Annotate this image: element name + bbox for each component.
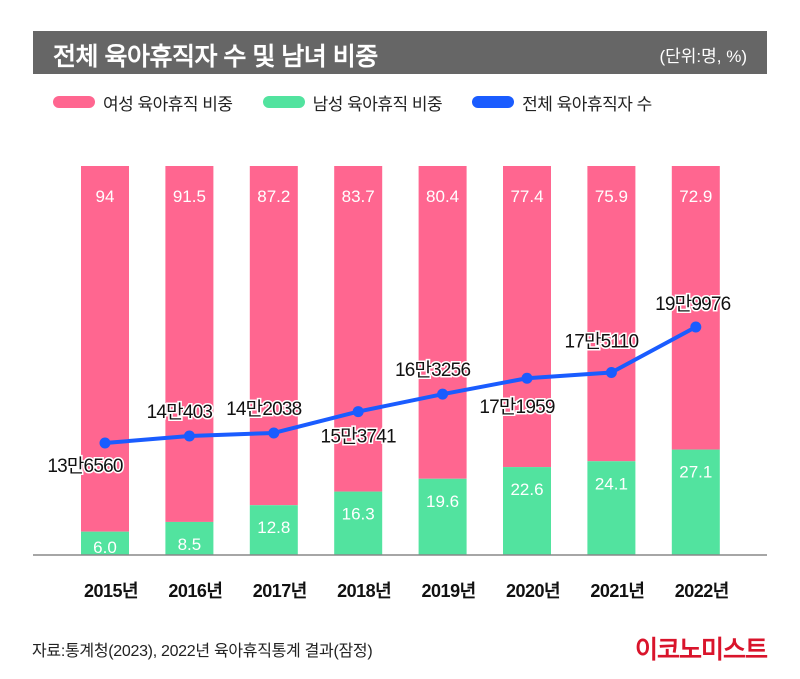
- data-label-female: 75.9: [595, 187, 628, 206]
- chart-title: 전체 육아휴직자 수 및 남녀 비중: [53, 43, 378, 71]
- brand-logo: 이코노미스트: [634, 636, 768, 664]
- data-label-male: 19.6: [426, 492, 459, 511]
- legend-item-female: 여성 육아휴직 비중: [53, 90, 233, 115]
- x-tick-label: 2015년: [84, 581, 138, 601]
- x-tick-label: 2018년: [337, 581, 391, 601]
- legend: 여성 육아휴직 비중 남성 육아휴직 비중 전체 육아휴직자 수: [53, 90, 682, 114]
- bar-male: [503, 467, 551, 555]
- x-tick-label: 2021년: [590, 581, 644, 601]
- bar-female: [334, 166, 383, 492]
- bar-male: [334, 491, 383, 555]
- data-label-total: 17만1959: [479, 396, 555, 418]
- data-label-male: 22.6: [510, 480, 543, 499]
- bar-female: [671, 166, 720, 450]
- legend-label: 남성 육아휴직 비중: [312, 94, 443, 114]
- data-label-male: 8.5: [178, 535, 202, 554]
- data-label-female: 83.7: [342, 187, 375, 206]
- x-tick-label: 2019년: [422, 581, 476, 601]
- data-label-female: 77.4: [510, 187, 543, 206]
- bar-male: [81, 531, 129, 555]
- bar-male: [165, 521, 214, 555]
- bar-female: [418, 166, 467, 479]
- bar-male: [249, 505, 298, 555]
- source-note: 자료:통계청(2023), 2022년 육아휴직통계 결과(잠정): [32, 643, 373, 660]
- line-point: [605, 366, 617, 378]
- unit-label: (단위:명, %): [659, 47, 747, 66]
- bar-male: [587, 461, 636, 555]
- line-point: [690, 321, 702, 333]
- data-label-female: 80.4: [426, 187, 459, 206]
- x-tick-label: 2017년: [253, 581, 307, 601]
- bar-male: [671, 449, 720, 555]
- data-label-total: 13만6560: [47, 455, 123, 477]
- title-bar: 전체 육아휴직자 수 및 남녀 비중 (단위:명, %): [33, 31, 767, 74]
- x-tick-label: 2022년: [675, 581, 729, 601]
- bar-female: [81, 166, 129, 532]
- data-label-total: 19만9976: [655, 293, 731, 315]
- line-point: [521, 372, 533, 384]
- data-label-total: 16만3256: [395, 359, 471, 381]
- bar-female: [165, 166, 214, 522]
- line-total: [104, 325, 697, 445]
- x-tick-label: 2020년: [506, 581, 560, 601]
- legend-swatch-female: [53, 96, 95, 108]
- data-label-female: 87.2: [257, 187, 290, 206]
- data-label-female: 91.5: [173, 187, 206, 206]
- line-point: [352, 406, 364, 418]
- bar-female: [587, 166, 636, 462]
- legend-item-male: 남성 육아휴직 비중: [262, 90, 443, 115]
- legend-swatch-male: [262, 96, 305, 108]
- data-label-total: 14만2038: [226, 398, 302, 420]
- line-point: [268, 427, 280, 439]
- data-label-total: 17만5110: [564, 330, 638, 352]
- data-label-male: 27.1: [679, 463, 712, 482]
- data-label-total: 14만403: [147, 401, 213, 423]
- data-label-total: 15만3741: [321, 426, 397, 448]
- legend-swatch-total: [472, 96, 515, 108]
- legend-label: 전체 육아휴직자 수: [522, 94, 652, 114]
- bar-female: [503, 166, 551, 468]
- data-label-male: 24.1: [595, 474, 628, 493]
- legend-item-total: 전체 육아휴직자 수: [472, 90, 652, 115]
- legend-label: 여성 육아휴직 비중: [103, 94, 233, 114]
- line-point: [99, 437, 111, 449]
- bar-male: [418, 478, 467, 555]
- data-label-male: 12.8: [257, 518, 290, 537]
- bar-female: [249, 166, 298, 506]
- data-label-female: 94: [96, 187, 115, 206]
- data-label-male: 6.0: [93, 538, 117, 557]
- data-label-female: 72.9: [679, 187, 712, 206]
- x-tick-label: 2016년: [168, 581, 222, 601]
- line-point: [183, 430, 195, 442]
- data-label-male: 16.3: [342, 505, 375, 524]
- line-point: [437, 388, 449, 400]
